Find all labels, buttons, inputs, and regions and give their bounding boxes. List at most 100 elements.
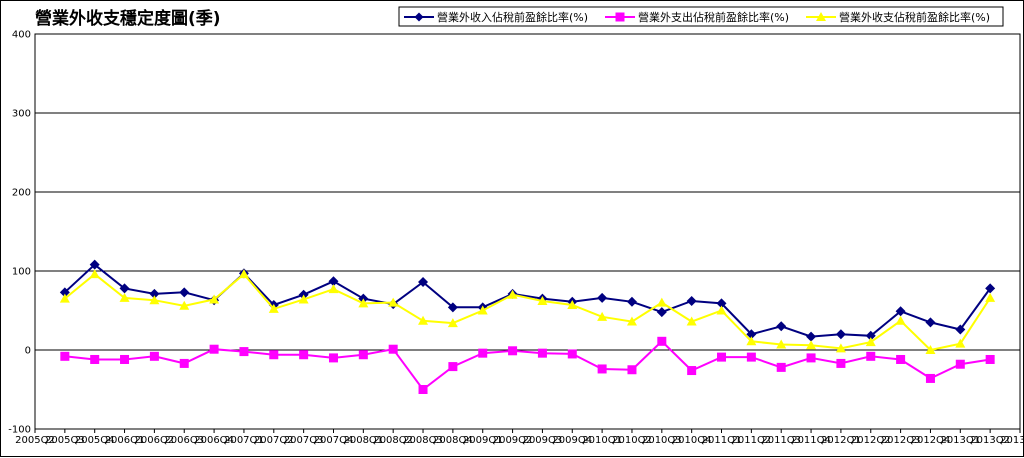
data-point-square: [209, 344, 219, 354]
data-point-square: [687, 366, 697, 376]
x-tick-label: 2008Q2: [373, 435, 413, 446]
x-tick-label: 2008Q3: [403, 435, 443, 446]
data-point-diamond: [835, 329, 846, 340]
legend-marker-diamond: [414, 12, 424, 22]
x-tick-label: 2011Q4: [791, 435, 831, 446]
data-point-triangle: [268, 303, 279, 313]
x-tick-label: 2010Q3: [642, 435, 682, 446]
x-tick-label: 2007Q1: [224, 435, 264, 446]
data-point-square: [627, 365, 637, 375]
data-point-square: [776, 362, 786, 372]
y-tick-label: 0: [25, 346, 31, 357]
data-point-diamond: [686, 296, 697, 307]
x-tick-label: 2008Q1: [343, 435, 383, 446]
data-point-diamond: [985, 283, 996, 294]
data-point-square: [418, 385, 428, 394]
data-point-diamond: [447, 302, 458, 313]
x-tick-label: 2007Q4: [314, 435, 354, 446]
data-point-diamond: [179, 287, 190, 298]
data-point-square: [955, 359, 965, 369]
data-point-square: [269, 350, 279, 360]
x-tick-label: 2012Q1: [821, 435, 861, 446]
data-point-diamond: [89, 259, 100, 270]
legend-item-net: 營業外收支佔稅前盈餘比率(%): [806, 10, 990, 24]
legend-label-income: 營業外收入佔稅前盈餘比率(%): [437, 10, 588, 24]
data-point-square: [925, 373, 935, 383]
data-point-diamond: [328, 276, 339, 287]
data-point-square: [179, 358, 189, 368]
data-point-triangle: [388, 297, 399, 307]
data-point-square: [746, 352, 756, 362]
data-point-triangle: [418, 315, 429, 325]
data-point-triangle: [985, 292, 996, 302]
data-point-square: [358, 350, 368, 360]
data-point-diamond: [656, 307, 667, 318]
x-tick-label: 2012Q3: [881, 435, 921, 446]
data-point-square: [896, 354, 906, 364]
data-point-diamond: [895, 306, 906, 317]
y-tick-label: 400: [12, 30, 31, 41]
data-point-triangle: [656, 297, 667, 307]
data-point-triangle: [955, 338, 966, 348]
data-point-diamond: [149, 288, 160, 299]
data-point-square: [597, 364, 607, 374]
data-point-square: [717, 352, 727, 362]
data-point-square: [120, 354, 130, 364]
x-tick-label: 2006Q1: [105, 435, 145, 446]
x-tick-label: 2009Q1: [463, 435, 503, 446]
data-point-square: [448, 362, 458, 372]
data-point-triangle: [179, 300, 190, 310]
x-tick-label: 2006Q2: [135, 435, 175, 446]
data-point-triangle: [238, 269, 249, 279]
x-tick-label: 2009Q2: [493, 435, 533, 446]
data-point-triangle: [716, 305, 727, 315]
data-point-diamond: [716, 298, 727, 309]
legend-marker-triangle: [816, 12, 826, 21]
data-point-triangle: [925, 345, 936, 354]
legend: 營業外收入佔稅前盈餘比率(%) 營業外支出佔稅前盈餘比率(%) 營業外收支佔稅前…: [398, 6, 1004, 27]
data-point-diamond: [925, 317, 936, 328]
data-point-triangle: [686, 316, 697, 326]
x-tick-label: 2005Q4: [75, 435, 115, 446]
chart-title: 營業外收支穩定度圖(季): [35, 8, 221, 29]
x-tick-label: 2010Q4: [672, 435, 712, 446]
x-tick-label: 2009Q3: [523, 435, 563, 446]
y-tick-label: -100: [8, 425, 31, 436]
data-point-diamond: [746, 329, 757, 340]
data-point-square: [478, 348, 488, 358]
data-point-triangle: [806, 340, 817, 350]
data-point-triangle: [89, 269, 100, 279]
data-point-square: [806, 353, 816, 363]
data-point-triangle: [149, 295, 160, 305]
legend-marker-square: [615, 12, 625, 22]
data-point-diamond: [955, 324, 966, 335]
data-point-square: [508, 346, 518, 356]
x-tick-label: 2013Q2: [970, 435, 1010, 446]
data-point-square: [866, 351, 876, 361]
data-point-triangle: [626, 316, 637, 326]
x-tick-label: 2006Q4: [194, 435, 234, 446]
data-point-triangle: [835, 343, 846, 353]
data-point-square: [239, 347, 249, 357]
data-point-triangle: [328, 284, 339, 294]
plot-border: [34, 33, 1021, 430]
x-tick-label: 2013Q1: [940, 435, 980, 446]
y-tick-label: 100: [12, 267, 31, 278]
series-line-2: [64, 272, 992, 352]
legend-label-expense: 營業外支出佔稅前盈餘比率(%): [638, 10, 789, 24]
data-point-triangle: [597, 311, 608, 321]
legend-item-expense: 營業外支出佔稅前盈餘比率(%): [605, 10, 789, 24]
x-tick-label: 2012Q4: [911, 435, 951, 446]
y-tick-label: 200: [12, 188, 31, 199]
data-point-diamond: [865, 330, 876, 341]
data-point-triangle: [537, 296, 548, 306]
data-point-square: [299, 350, 309, 360]
x-tick-label: 2010Q2: [612, 435, 652, 446]
x-tick-label: 2012Q2: [851, 435, 891, 446]
data-point-triangle: [447, 318, 458, 328]
data-point-diamond: [119, 283, 130, 294]
data-point-diamond: [806, 331, 817, 342]
data-point-square: [328, 353, 338, 363]
